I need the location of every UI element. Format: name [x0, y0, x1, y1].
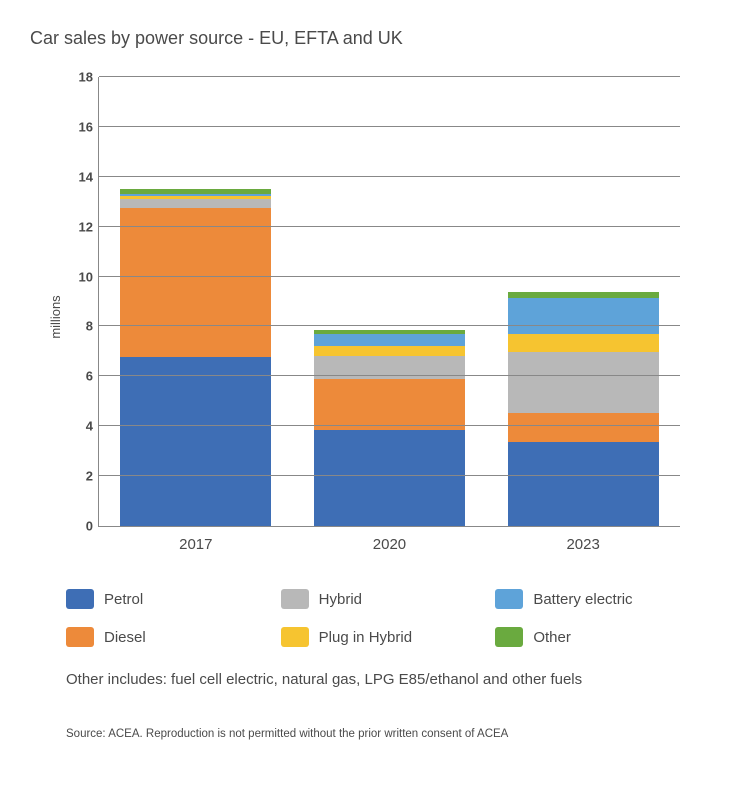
legend-swatch — [495, 627, 523, 647]
bar — [314, 229, 465, 526]
y-tick-label: 16 — [79, 119, 93, 134]
legend-item-other: Other — [495, 621, 700, 653]
legend-swatch — [66, 627, 94, 647]
source-note: Source: ACEA. Reproduction is not permit… — [66, 728, 700, 740]
legend-item-plug_in_hybrid: Plug in Hybrid — [281, 621, 486, 653]
y-axis-label: millions — [48, 295, 63, 338]
legend-label: Hybrid — [319, 591, 362, 608]
y-tick-label: 6 — [86, 369, 93, 384]
gridline — [99, 176, 680, 177]
bar — [120, 137, 271, 526]
bar-segment-battery_electric — [508, 298, 659, 334]
legend-swatch — [495, 589, 523, 609]
chart-title: Car sales by power source - EU, EFTA and… — [30, 28, 700, 49]
gridline — [99, 475, 680, 476]
y-tick-label: 10 — [79, 269, 93, 284]
bar-segment-plug_in_hybrid — [314, 346, 465, 356]
y-tick-label: 2 — [86, 469, 93, 484]
legend-item-hybrid: Hybrid — [281, 583, 486, 615]
legend-swatch — [281, 627, 309, 647]
bar-segment-diesel — [120, 208, 271, 357]
gridline — [99, 276, 680, 277]
y-tick-label: 4 — [86, 419, 93, 434]
bars-row: 2017 2020 2023 — [99, 77, 680, 526]
plot-area: 201720202023 024681012141618 — [98, 77, 680, 527]
bar-segment-petrol — [120, 357, 271, 526]
bar-segment-petrol — [314, 430, 465, 526]
gridline — [99, 126, 680, 127]
legend-item-petrol: Petrol — [66, 583, 271, 615]
gridline — [99, 375, 680, 376]
x-tick-label: 2020 — [373, 536, 406, 553]
legend-label: Plug in Hybrid — [319, 629, 412, 646]
legend: Petrol Hybrid Battery electric Diesel Plug i… — [66, 583, 700, 653]
legend-label: Battery electric — [533, 591, 632, 608]
y-tick-label: 8 — [86, 319, 93, 334]
bar — [508, 202, 659, 526]
bar-segment-petrol — [508, 442, 659, 526]
legend-label: Diesel — [104, 629, 146, 646]
bar-segment-diesel — [314, 379, 465, 430]
y-tick-label: 0 — [86, 519, 93, 534]
legend-item-battery_electric: Battery electric — [495, 583, 700, 615]
x-tick-label: 2017 — [179, 536, 212, 553]
gridline — [99, 76, 680, 77]
plot-wrap: millions 201720202023 024681012141618 — [80, 77, 680, 557]
footnote: Other includes: fuel cell electric, natu… — [66, 671, 700, 688]
y-tick-label: 18 — [79, 70, 93, 85]
bar-segment-diesel — [508, 413, 659, 442]
bar-segment-battery_electric — [314, 334, 465, 346]
legend-item-diesel: Diesel — [66, 621, 271, 653]
gridline — [99, 425, 680, 426]
legend-label: Other — [533, 629, 571, 646]
bar-segment-plug_in_hybrid — [508, 334, 659, 352]
bar-slot: 2020 — [314, 77, 465, 526]
legend-swatch — [66, 589, 94, 609]
bar-slot: 2023 — [508, 77, 659, 526]
chart-container: Car sales by power source - EU, EFTA and… — [0, 0, 730, 807]
bar-slot: 2017 — [120, 77, 271, 526]
bar-segment-hybrid — [120, 199, 271, 209]
x-tick-label: 2023 — [566, 536, 599, 553]
gridline — [99, 325, 680, 326]
gridline — [99, 226, 680, 227]
legend-swatch — [281, 589, 309, 609]
y-tick-label: 12 — [79, 219, 93, 234]
y-tick-label: 14 — [79, 169, 93, 184]
bar-segment-hybrid — [508, 352, 659, 413]
legend-label: Petrol — [104, 591, 143, 608]
